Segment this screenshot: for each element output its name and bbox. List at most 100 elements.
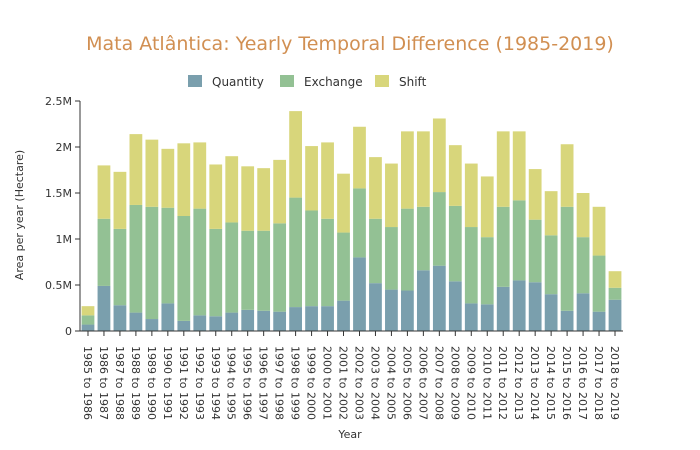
bar-quantity-1999-to-2000[interactable] [305,306,318,331]
bar-exchange-1987-to-1988[interactable] [113,228,127,306]
bar-quantity-2000-to-2001[interactable] [321,306,334,331]
bar-shift-2002-to-2003[interactable] [353,126,366,189]
bar-quantity-1994-to-1995[interactable] [225,312,239,331]
bar-quantity-1993-to-1994[interactable] [209,316,223,331]
bar-shift-1995-to-1996[interactable] [241,166,255,231]
bar-shift-2012-to-2013[interactable] [512,131,526,201]
bar-quantity-1990-to-1991[interactable] [161,303,175,331]
bar-shift-2017-to-2018[interactable] [592,206,606,256]
bar-exchange-1993-to-1994[interactable] [209,228,223,317]
bar-exchange-1999-to-2000[interactable] [305,210,318,307]
bar-exchange-2006-to-2007[interactable] [416,206,430,271]
bar-shift-2008-to-2009[interactable] [448,145,462,206]
bar-exchange-1996-to-1997[interactable] [257,230,271,311]
bar-shift-2018-to-2019[interactable] [608,271,622,288]
bar-shift-1985-to-1986[interactable] [81,306,95,316]
bar-exchange-2007-to-2008[interactable] [432,192,446,266]
bar-shift-1997-to-1998[interactable] [273,159,287,224]
bar-quantity-2017-to-2018[interactable] [592,311,606,331]
bar-exchange-1986-to-1987[interactable] [97,218,111,286]
bar-quantity-2011-to-2012[interactable] [496,286,510,331]
bar-quantity-2004-to-2005[interactable] [385,289,398,331]
bar-exchange-2016-to-2017[interactable] [576,237,590,294]
bar-exchange-2009-to-2010[interactable] [464,227,478,304]
bar-quantity-2012-to-2013[interactable] [512,280,526,331]
bar-exchange-1989-to-1990[interactable] [145,206,159,320]
bar-quantity-2010-to-2011[interactable] [480,304,494,331]
bar-shift-2005-to-2006[interactable] [401,131,414,209]
bar-exchange-2018-to-2019[interactable] [608,287,622,300]
bar-exchange-1994-to-1995[interactable] [225,222,239,313]
bar-quantity-2005-to-2006[interactable] [401,290,414,331]
bar-shift-2013-to-2014[interactable] [528,169,542,220]
bar-shift-1988-to-1989[interactable] [129,134,143,205]
bar-exchange-2003-to-2004[interactable] [369,218,382,284]
bar-quantity-1987-to-1988[interactable] [113,305,127,331]
bar-exchange-1988-to-1989[interactable] [129,204,143,313]
bar-shift-1999-to-2000[interactable] [305,146,318,211]
bar-quantity-2009-to-2010[interactable] [464,303,478,331]
bar-exchange-2010-to-2011[interactable] [480,237,494,305]
bar-exchange-1990-to-1991[interactable] [161,207,175,304]
bar-quantity-1996-to-1997[interactable] [257,310,271,331]
bar-quantity-1985-to-1986[interactable] [81,324,95,331]
bar-quantity-1988-to-1989[interactable] [129,312,143,331]
bar-exchange-1991-to-1992[interactable] [177,216,191,321]
bar-shift-1991-to-1992[interactable] [177,143,191,216]
bar-shift-1992-to-1993[interactable] [193,142,207,209]
bar-shift-2003-to-2004[interactable] [369,157,382,219]
bar-quantity-2002-to-2003[interactable] [353,257,366,331]
bar-exchange-1985-to-1986[interactable] [81,315,95,325]
bar-shift-1998-to-1999[interactable] [289,111,302,198]
bar-quantity-2001-to-2002[interactable] [337,300,350,331]
bar-exchange-1992-to-1993[interactable] [193,208,207,316]
bar-exchange-2013-to-2014[interactable] [528,219,542,283]
bar-quantity-1992-to-1993[interactable] [193,315,207,331]
bar-shift-2014-to-2015[interactable] [544,191,558,236]
bar-exchange-2008-to-2009[interactable] [448,205,462,282]
bar-exchange-2011-to-2012[interactable] [496,206,510,287]
bar-quantity-2013-to-2014[interactable] [528,282,542,331]
bar-quantity-1995-to-1996[interactable] [241,309,255,331]
bar-quantity-2006-to-2007[interactable] [416,270,430,331]
legend-item-quantity[interactable]: Quantity [188,75,264,89]
bar-quantity-2015-to-2016[interactable] [560,310,574,331]
bar-quantity-1997-to-1998[interactable] [273,311,287,331]
legend-item-shift[interactable]: Shift [375,75,427,89]
bar-quantity-1998-to-1999[interactable] [289,307,302,331]
bar-quantity-2003-to-2004[interactable] [369,283,382,331]
bar-shift-2007-to-2008[interactable] [432,118,446,193]
bar-exchange-2014-to-2015[interactable] [544,235,558,295]
bar-exchange-2004-to-2005[interactable] [385,227,398,290]
bar-shift-1996-to-1997[interactable] [257,168,271,231]
bar-shift-1994-to-1995[interactable] [225,156,239,223]
bar-shift-1986-to-1987[interactable] [97,165,111,219]
bar-quantity-2008-to-2009[interactable] [448,281,462,331]
bar-quantity-2014-to-2015[interactable] [544,294,558,331]
bar-shift-1989-to-1990[interactable] [145,139,159,207]
bar-exchange-2002-to-2003[interactable] [353,188,366,258]
bar-shift-2016-to-2017[interactable] [576,193,590,238]
bar-exchange-1995-to-1996[interactable] [241,230,255,310]
bar-shift-2015-to-2016[interactable] [560,144,574,207]
bar-shift-2009-to-2010[interactable] [464,163,478,228]
bar-exchange-1998-to-1999[interactable] [289,197,302,308]
bar-exchange-2005-to-2006[interactable] [401,208,414,291]
bar-exchange-2001-to-2002[interactable] [337,232,350,301]
bar-quantity-2007-to-2008[interactable] [432,265,446,331]
bar-shift-1990-to-1991[interactable] [161,148,175,208]
bar-exchange-1997-to-1998[interactable] [273,223,287,312]
bar-exchange-2000-to-2001[interactable] [321,218,334,307]
bar-exchange-2015-to-2016[interactable] [560,206,574,311]
legend-item-exchange[interactable]: Exchange [280,75,363,89]
bar-shift-1987-to-1988[interactable] [113,171,127,229]
bar-shift-2010-to-2011[interactable] [480,176,494,238]
bar-shift-1993-to-1994[interactable] [209,164,223,229]
bar-shift-2006-to-2007[interactable] [416,131,430,207]
bar-shift-2011-to-2012[interactable] [496,131,510,207]
bar-shift-2001-to-2002[interactable] [337,173,350,233]
bar-exchange-2012-to-2013[interactable] [512,200,526,281]
bar-quantity-1989-to-1990[interactable] [145,319,159,331]
bar-shift-2000-to-2001[interactable] [321,142,334,219]
bar-quantity-2016-to-2017[interactable] [576,293,590,331]
